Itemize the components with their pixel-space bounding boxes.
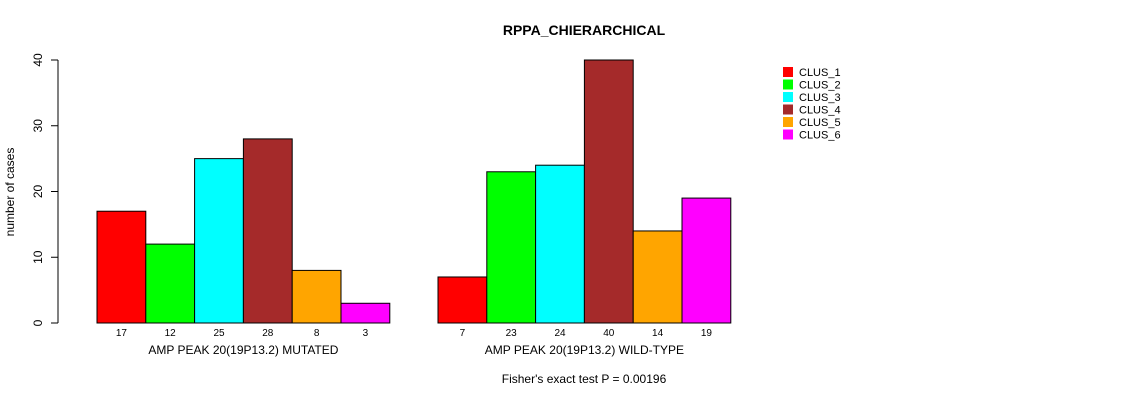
bars: 17 12 25 28 8 3 AMP PEAK 20(19P13.2) MUTATED 7 2…	[96, 59, 732, 357]
fisher-test-footnote: Fisher's exact test P = 0.00196	[502, 372, 667, 386]
legend-label: CLUS_6	[799, 130, 841, 142]
bar-clus-3-group-1	[194, 158, 244, 324]
legend-label: CLUS_5	[799, 117, 841, 129]
y-tick-label: 20	[31, 185, 45, 199]
bar-clus-6-group-1	[340, 302, 391, 324]
y-tick-label: 40	[31, 53, 45, 67]
bar-count-label: 23	[506, 328, 518, 339]
legend-swatch-clus-2	[783, 79, 793, 90]
legend-swatch-clus-6	[783, 129, 793, 140]
bar-count-label: 40	[603, 328, 615, 339]
bar-clus-2-group-2	[486, 171, 537, 324]
legend-label: CLUS_2	[799, 80, 841, 92]
legend-label: CLUS_4	[799, 105, 841, 117]
legend-swatch-clus-1	[783, 67, 793, 77]
y-axis: 0 10 20 30 40	[31, 53, 59, 326]
bar-count-label: 17	[116, 328, 128, 339]
legend-label: CLUS_1	[799, 67, 841, 79]
y-tick-label: 10	[31, 250, 45, 264]
bar-count-label: 12	[165, 328, 177, 339]
bar-count-label: 7	[460, 328, 466, 339]
bar-clus-5-group-1	[291, 269, 342, 324]
bar-clus-1-group-1	[96, 210, 147, 324]
bar-clus-2-group-1	[145, 243, 196, 324]
bar-count-label: 19	[701, 328, 713, 339]
legend-swatch-clus-4	[783, 104, 793, 115]
bar-clus-5-group-2	[632, 230, 683, 324]
legend-swatch-clus-3	[783, 92, 793, 102]
x-group-label: AMP PEAK 20(19P13.2) WILD-TYPE	[485, 343, 684, 357]
y-tick-label: 0	[31, 319, 45, 326]
bar-clus-1-group-2	[437, 276, 488, 324]
y-tick-label: 30	[31, 119, 45, 133]
bar-count-label: 28	[262, 328, 274, 339]
y-axis-label: number of cases	[3, 148, 17, 237]
bar-count-label: 24	[554, 328, 566, 339]
bar-count-label: 25	[213, 328, 225, 339]
bar-count-label: 8	[314, 328, 320, 339]
legend-swatch-clus-5	[783, 117, 793, 127]
bar-clus-4-group-2	[583, 59, 634, 324]
x-group-label: AMP PEAK 20(19P13.2) MUTATED	[148, 343, 338, 357]
bar-clus-6-group-2	[681, 197, 732, 324]
legend-label: CLUS_3	[799, 92, 841, 104]
bar-count-label: 3	[363, 328, 369, 339]
bar-clus-4-group-1	[242, 138, 293, 324]
bar-clus-3-group-2	[535, 164, 585, 324]
bar-count-label: 14	[652, 328, 664, 339]
chart-title: RPPA_CHIERARCHICAL	[503, 22, 666, 38]
